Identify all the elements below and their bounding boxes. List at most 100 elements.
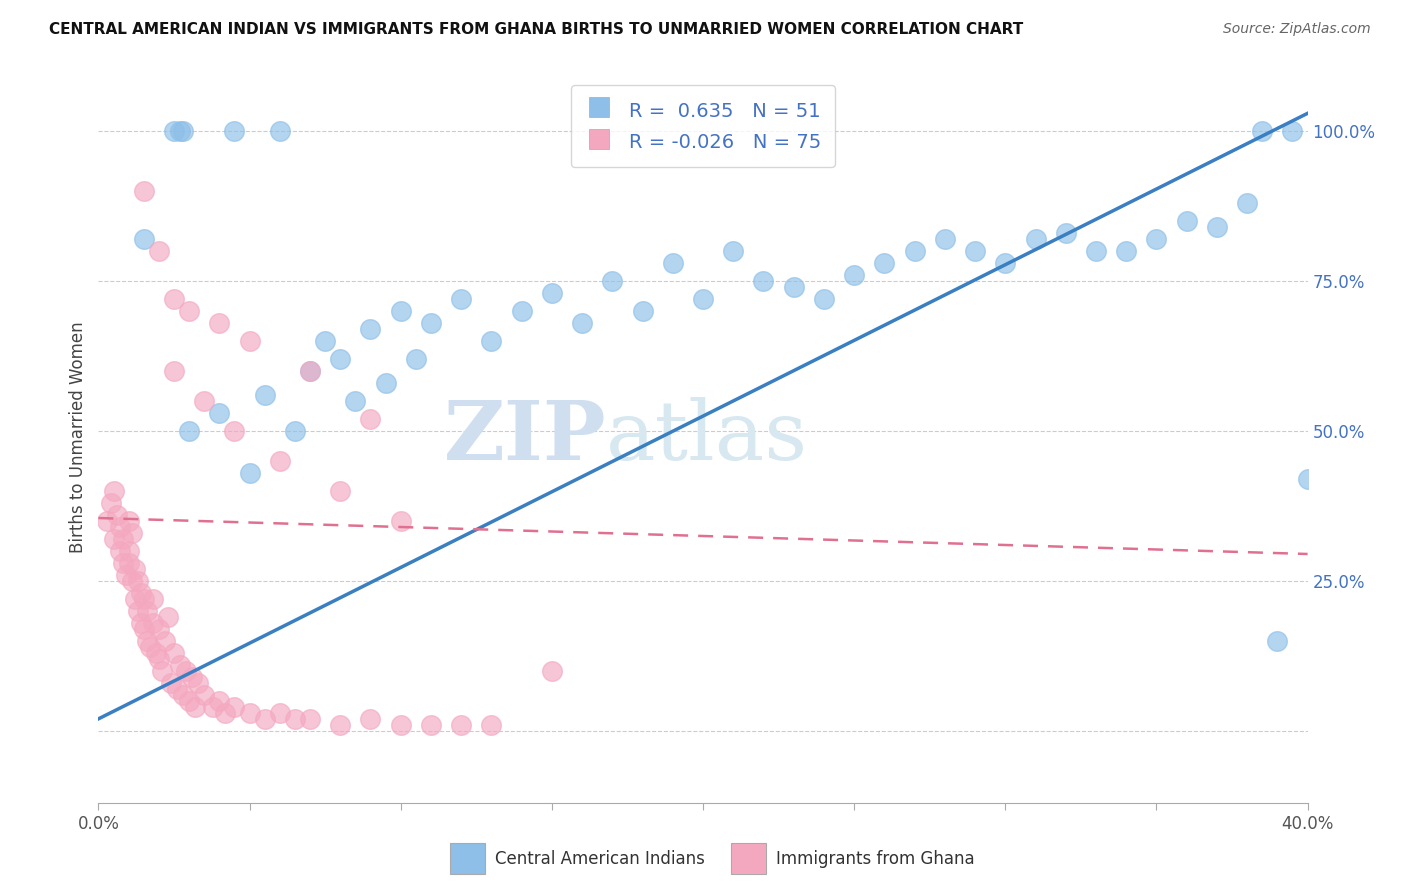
Point [156, 610, 179, 624]
Point [284, 712, 307, 726]
Point [103, 483, 125, 498]
Point [184, 699, 207, 714]
Point [111, 556, 134, 570]
Text: ZIP: ZIP [444, 397, 606, 477]
Point [284, 424, 307, 438]
Point [269, 124, 291, 138]
Point [1251, 124, 1274, 138]
Point [405, 352, 427, 367]
Point [299, 364, 322, 378]
Point [329, 483, 352, 498]
Point [374, 376, 396, 391]
Point [163, 292, 186, 306]
Point [150, 664, 173, 678]
Point [934, 232, 956, 246]
Point [389, 718, 412, 732]
Point [118, 514, 141, 528]
Point [723, 244, 745, 259]
Point [239, 334, 262, 348]
Point [111, 532, 134, 546]
Point [129, 615, 152, 630]
Point [389, 304, 412, 318]
Point [752, 274, 775, 288]
Point [631, 304, 654, 318]
Point [571, 316, 593, 330]
Point [124, 591, 146, 606]
Point [994, 256, 1017, 270]
Point [163, 364, 186, 378]
Point [1085, 244, 1108, 259]
Point [661, 256, 683, 270]
Point [239, 466, 262, 480]
Point [965, 244, 987, 259]
Point [179, 424, 201, 438]
Point [132, 622, 155, 636]
Point [124, 562, 146, 576]
Point [160, 676, 183, 690]
Point [1144, 232, 1167, 246]
Point [299, 364, 322, 378]
Point [193, 394, 215, 409]
Point [135, 604, 157, 618]
Point [114, 568, 136, 582]
Point [208, 406, 231, 420]
Point [813, 292, 835, 306]
Point [420, 718, 443, 732]
Legend: R =  0.635   N = 51, R = -0.026   N = 75: R = 0.635 N = 51, R = -0.026 N = 75 [571, 85, 835, 167]
Point [208, 694, 231, 708]
Point [132, 591, 155, 606]
Point [214, 706, 236, 720]
Point [105, 508, 128, 522]
Point [329, 718, 352, 732]
Point [179, 304, 201, 318]
Point [344, 394, 367, 409]
Text: atlas: atlas [606, 397, 808, 477]
Point [844, 268, 866, 283]
Point [169, 657, 191, 672]
Point [174, 664, 197, 678]
Point [1175, 214, 1198, 228]
Point [208, 316, 231, 330]
Point [1054, 226, 1077, 240]
Point [314, 334, 336, 348]
Point [108, 544, 131, 558]
Point [169, 124, 191, 138]
Point [148, 622, 170, 636]
Point [1281, 124, 1303, 138]
Point [135, 634, 157, 648]
Point [540, 286, 562, 301]
Text: CENTRAL AMERICAN INDIAN VS IMMIGRANTS FROM GHANA BIRTHS TO UNMARRIED WOMEN CORRE: CENTRAL AMERICAN INDIAN VS IMMIGRANTS FR… [49, 22, 1024, 37]
Point [481, 718, 503, 732]
Point [450, 292, 472, 306]
Point [127, 574, 149, 588]
Point [100, 496, 122, 510]
Point [360, 712, 382, 726]
Point [360, 412, 382, 426]
Point [253, 388, 276, 402]
Point [389, 514, 412, 528]
Point [193, 688, 215, 702]
Point [181, 670, 204, 684]
Point [118, 544, 141, 558]
Point [510, 304, 533, 318]
Point [602, 274, 624, 288]
Point [224, 124, 246, 138]
Point [139, 640, 162, 654]
Point [187, 676, 209, 690]
Point [420, 316, 443, 330]
Point [299, 712, 322, 726]
Point [145, 646, 167, 660]
Point [129, 586, 152, 600]
Point [1024, 232, 1046, 246]
Point [142, 615, 165, 630]
Point [202, 699, 225, 714]
Point [224, 424, 246, 438]
Point [96, 514, 118, 528]
Point [329, 352, 352, 367]
Point [121, 574, 143, 588]
Point [239, 706, 262, 720]
Point [179, 694, 201, 708]
Point [121, 526, 143, 541]
Point [118, 556, 141, 570]
Point [873, 256, 896, 270]
